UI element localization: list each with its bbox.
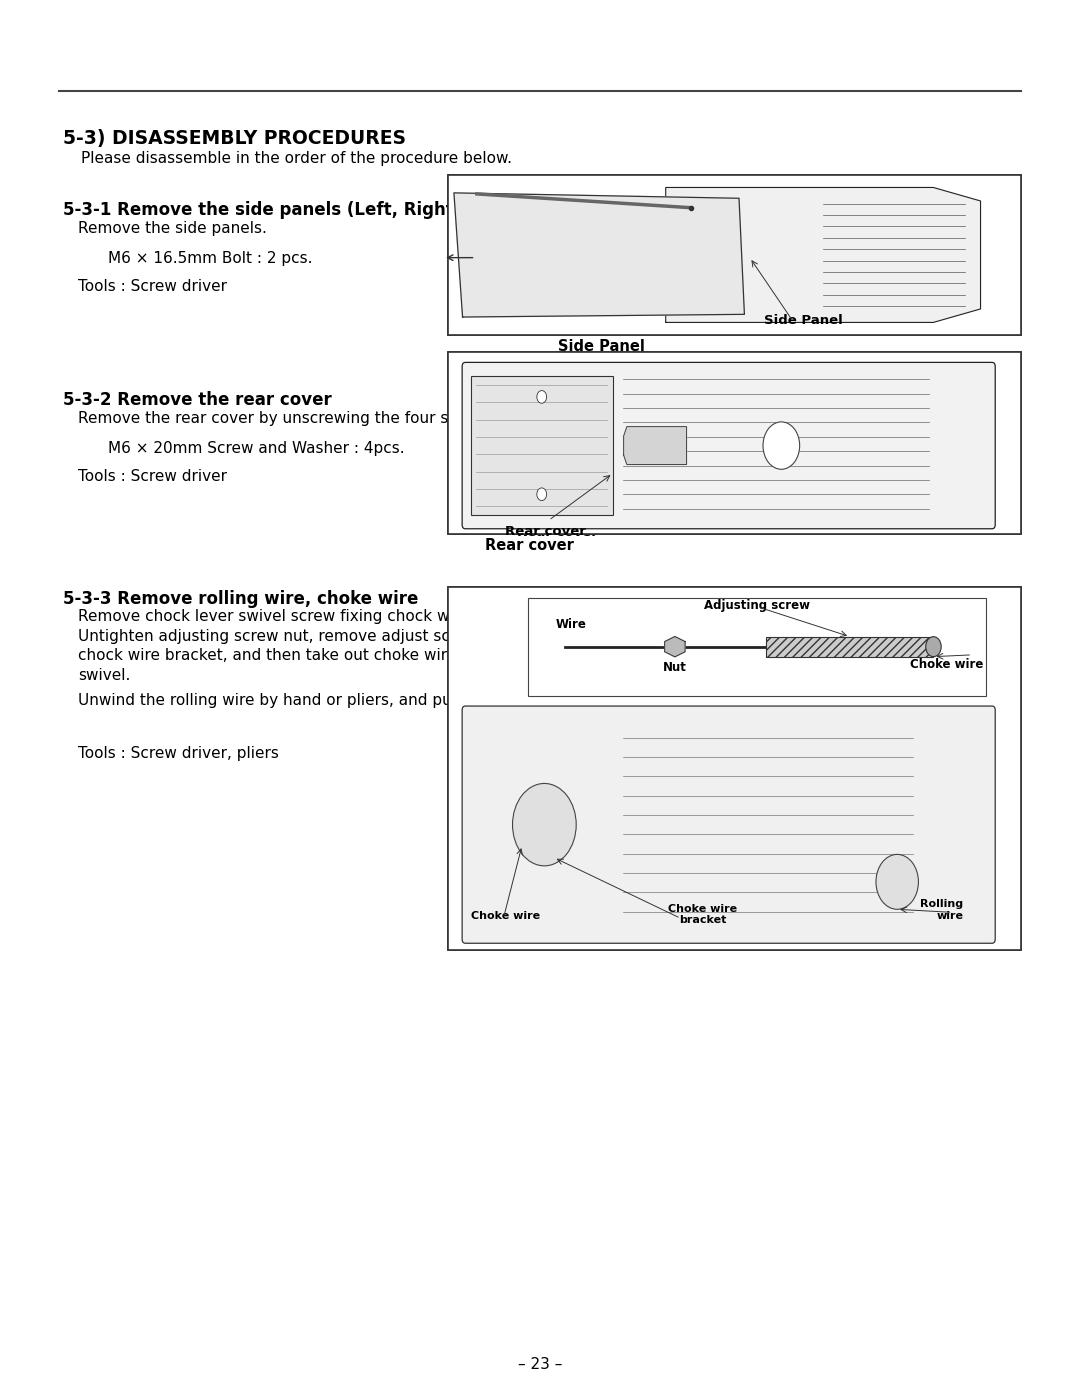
Text: Rear cover: Rear cover	[505, 525, 586, 538]
Text: Adjusting screw: Adjusting screw	[708, 689, 814, 703]
Text: Rear cover: Rear cover	[485, 538, 573, 553]
Text: 5-3-2 Remove the rear cover: 5-3-2 Remove the rear cover	[63, 391, 332, 409]
Circle shape	[537, 391, 546, 404]
Text: Tools : Screw driver, pliers: Tools : Screw driver, pliers	[78, 746, 279, 761]
FancyBboxPatch shape	[448, 175, 1021, 335]
FancyBboxPatch shape	[617, 190, 978, 327]
Text: swivel.: swivel.	[78, 668, 130, 683]
FancyBboxPatch shape	[448, 352, 1021, 534]
Text: Side Panel: Side Panel	[558, 339, 645, 355]
Text: Remove chock lever swivel screw fixing chock wire.: Remove chock lever swivel screw fixing c…	[78, 609, 474, 624]
FancyBboxPatch shape	[482, 381, 584, 510]
FancyBboxPatch shape	[448, 352, 1021, 534]
Circle shape	[712, 700, 731, 725]
FancyBboxPatch shape	[767, 637, 933, 657]
Text: – 23 –: – 23 –	[517, 1356, 563, 1372]
Text: Unwind the rolling wire by hand or pliers, and pull up.: Unwind the rolling wire by hand or plier…	[78, 693, 489, 708]
Text: M6 × 20mm Screw and Washer : 4pcs.: M6 × 20mm Screw and Washer : 4pcs.	[108, 441, 405, 457]
FancyBboxPatch shape	[468, 746, 989, 940]
FancyBboxPatch shape	[448, 587, 1021, 950]
Text: Remove the side panels.: Remove the side panels.	[78, 221, 267, 236]
Text: Nut: Nut	[663, 661, 687, 675]
FancyBboxPatch shape	[448, 587, 1021, 950]
Text: chock wire bracket, and then take out choke wire from: chock wire bracket, and then take out ch…	[78, 648, 497, 664]
Text: Nut: Nut	[625, 725, 649, 738]
Text: Wire: Wire	[549, 685, 579, 697]
Text: Remove the rear cover by unscrewing the four screws.: Remove the rear cover by unscrewing the …	[78, 411, 498, 426]
Text: M6 × 16.5mm Bolt : 2 pcs.: M6 × 16.5mm Bolt : 2 pcs.	[108, 251, 312, 267]
Polygon shape	[623, 426, 687, 465]
Text: Rear cover: Rear cover	[517, 527, 597, 539]
Text: 5-3-1 Remove the side panels (Left, Right): 5-3-1 Remove the side panels (Left, Righ…	[63, 201, 461, 219]
Polygon shape	[665, 187, 981, 323]
Circle shape	[762, 422, 799, 469]
FancyBboxPatch shape	[517, 685, 963, 739]
Circle shape	[537, 488, 546, 500]
Text: Choke wire: Choke wire	[909, 658, 983, 672]
FancyBboxPatch shape	[475, 363, 966, 528]
FancyBboxPatch shape	[528, 598, 986, 696]
Text: Please disassemble in the order of the procedure below.: Please disassemble in the order of the p…	[81, 151, 512, 166]
Text: Tools : Screw driver: Tools : Screw driver	[78, 469, 227, 485]
Text: Choke wire: Choke wire	[885, 724, 958, 736]
FancyBboxPatch shape	[448, 175, 1021, 335]
Text: 5-3-3 Remove rolling wire, choke wire: 5-3-3 Remove rolling wire, choke wire	[63, 590, 418, 608]
FancyBboxPatch shape	[777, 700, 935, 725]
Text: Rolling
wire: Rolling wire	[920, 900, 963, 921]
Text: Untighten adjusting screw nut, remove adjust screw from: Untighten adjusting screw nut, remove ad…	[78, 629, 518, 644]
Text: 5-3) DISASSEMBLY PROCEDURES: 5-3) DISASSEMBLY PROCEDURES	[63, 129, 406, 148]
Polygon shape	[454, 193, 744, 317]
Text: Wire: Wire	[556, 619, 586, 631]
Circle shape	[513, 784, 577, 866]
Circle shape	[876, 855, 918, 909]
Text: Rolling
wire: Rolling wire	[937, 845, 981, 866]
Text: Choke wire
bracket: Choke wire bracket	[755, 888, 824, 909]
Text: Choke wire: Choke wire	[476, 887, 545, 897]
Polygon shape	[664, 637, 685, 657]
FancyBboxPatch shape	[462, 705, 996, 943]
FancyBboxPatch shape	[471, 376, 612, 515]
Text: Side Panel: Side Panel	[764, 314, 842, 327]
Polygon shape	[482, 194, 769, 314]
Circle shape	[926, 637, 941, 657]
Text: Adjusting screw: Adjusting screw	[704, 599, 810, 612]
Text: Choke wire: Choke wire	[471, 911, 540, 921]
Text: Tools : Screw driver: Tools : Screw driver	[78, 279, 227, 295]
FancyBboxPatch shape	[462, 362, 996, 529]
Text: Choke wire
bracket: Choke wire bracket	[667, 904, 737, 925]
Text: Side Panel: Side Panel	[696, 303, 773, 316]
